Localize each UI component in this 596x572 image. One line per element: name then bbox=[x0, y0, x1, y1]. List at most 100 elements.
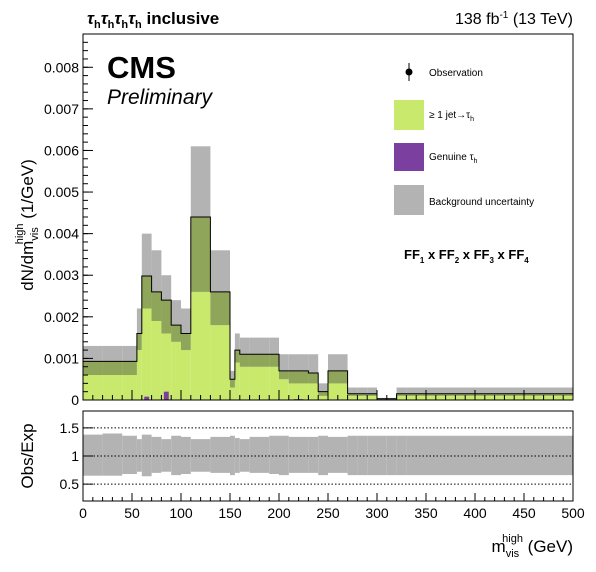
x-tick-label: 100 bbox=[169, 505, 193, 521]
legend-fake-tau: ≥ 1 jet→τh bbox=[394, 100, 474, 130]
fake-tau-bar bbox=[210, 325, 230, 400]
fake-tau-bar bbox=[190, 291, 211, 400]
ratio-uncertainty-bin bbox=[210, 436, 230, 473]
ratio-y-tick-label: 1.5 bbox=[60, 420, 80, 436]
fake-tau-bar-overlap bbox=[406, 393, 426, 396]
legend-observation-label: Observation bbox=[429, 68, 483, 79]
ratio-uncertainty-bin bbox=[347, 435, 358, 476]
legend-uncertainty: Background uncertainty bbox=[394, 185, 534, 215]
fake-tau-bar-overlap bbox=[318, 391, 328, 396]
fake-tau-bar-overlap bbox=[141, 276, 152, 309]
fake-tau-bar-overlap bbox=[426, 393, 475, 396]
x-axis-label: mvishigh (GeV) bbox=[492, 533, 573, 560]
lumi-label: 138 fb-1 (13 TeV) bbox=[455, 10, 573, 28]
ratio-uncertainty-bin bbox=[136, 439, 142, 472]
ratio-uncertainty-bin bbox=[234, 438, 240, 473]
ratio-uncertainty-bin bbox=[151, 436, 162, 473]
fake-tau-bar bbox=[102, 375, 123, 400]
channel-title: τhτhτhτh inclusive bbox=[87, 9, 219, 31]
main-y-tick-label: 0.002 bbox=[44, 309, 79, 325]
uncertainty-band-bin bbox=[234, 333, 240, 363]
fake-tau-bar-overlap bbox=[230, 379, 235, 388]
x-tick-label: 350 bbox=[414, 505, 438, 521]
fake-tau-bar-overlap bbox=[136, 333, 142, 351]
fake-tau-bar-overlap bbox=[171, 325, 181, 342]
ratio-uncertainty-bin bbox=[318, 435, 328, 476]
fake-tau-bar-overlap bbox=[181, 333, 191, 351]
ratio-uncertainty-bin bbox=[190, 439, 211, 472]
main-y-tick-label: 0.007 bbox=[44, 101, 79, 117]
fake-tau-bar-overlap bbox=[524, 393, 573, 396]
main-y-tick-label: 0.004 bbox=[44, 226, 79, 242]
x-tick-label: 200 bbox=[267, 505, 291, 521]
ratio-uncertainty-bin bbox=[141, 434, 152, 477]
ratio-uncertainty-bin bbox=[308, 436, 319, 473]
fake-tau-bar-overlap bbox=[161, 300, 172, 334]
cms-label: CMS bbox=[107, 50, 176, 85]
legend-observation: Observation bbox=[405, 63, 483, 81]
genuine-tau-bar bbox=[144, 396, 150, 400]
ff-label: FF1 x FF2 x FF3 x FF4 bbox=[404, 247, 529, 265]
x-tick-label: 500 bbox=[561, 505, 585, 521]
ratio-uncertainty-bin bbox=[396, 435, 407, 476]
ratio-panel: 0.5 1 1.5 0 50 100 150 200 250 300 350 400 450 500 bbox=[60, 410, 585, 521]
x-tick-label: 400 bbox=[463, 505, 487, 521]
ratio-uncertainty-bin bbox=[239, 439, 250, 472]
legend-uncertainty-label: Background uncertainty bbox=[429, 197, 534, 208]
fake-tau-bar-overlap bbox=[249, 354, 270, 367]
fake-tau-bar bbox=[161, 333, 172, 400]
fake-tau-bar-overlap bbox=[190, 217, 211, 292]
ratio-uncertainty-bin bbox=[171, 435, 181, 476]
ratio-uncertainty-bin bbox=[161, 439, 172, 472]
fake-tau-bar-overlap bbox=[234, 350, 240, 363]
main-y-tick-label: 0 bbox=[71, 392, 79, 408]
x-tick-label: 0 bbox=[79, 505, 87, 521]
uncertainty-band-bin bbox=[141, 233, 152, 309]
fake-tau-bar bbox=[475, 395, 524, 400]
fake-tau-bar-overlap bbox=[239, 354, 250, 367]
fake-tau-bar-overlap bbox=[347, 393, 358, 396]
fake-tau-bar bbox=[83, 375, 103, 400]
legend-genuine-tau: Genuine τh bbox=[394, 143, 478, 171]
uncertainty-band-bin bbox=[318, 383, 328, 396]
fake-tau-bar-overlap bbox=[308, 372, 319, 384]
ratio-uncertainty-bin bbox=[377, 435, 387, 476]
fake-tau-bar bbox=[279, 379, 289, 400]
uncertainty-band-bin bbox=[171, 300, 181, 342]
ratio-uncertainty-bin bbox=[288, 436, 309, 473]
main-y-tick-label: 0.006 bbox=[44, 142, 79, 158]
main-panel: 0 0.001 0.002 0.003 0.004 0.005 0.006 0.007 0.00… bbox=[44, 33, 574, 408]
uncertainty-band-bin bbox=[279, 354, 289, 380]
ratio-uncertainty-bin bbox=[230, 435, 235, 476]
uncertainty-band-bin bbox=[239, 337, 250, 367]
fake-tau-bar bbox=[357, 395, 368, 400]
fake-tau-bar-overlap bbox=[357, 393, 368, 396]
fake-tau-bar bbox=[524, 395, 573, 400]
x-tick-label: 450 bbox=[512, 505, 536, 521]
uncertainty-band-bin bbox=[136, 308, 142, 351]
fake-tau-bar bbox=[239, 366, 250, 400]
ratio-uncertainty-bin bbox=[181, 436, 191, 474]
x-tick-label: 50 bbox=[124, 505, 140, 521]
fake-tau-bar bbox=[249, 366, 270, 400]
main-y-tick-label: 0.003 bbox=[44, 267, 79, 283]
genuine-tau-bar bbox=[163, 391, 169, 400]
fake-tau-bar bbox=[318, 395, 328, 400]
legend-genuine-tau-label: Genuine τh bbox=[429, 152, 478, 165]
uncertainty-band-bin bbox=[357, 387, 368, 396]
ratio-uncertainty-bin bbox=[269, 435, 279, 474]
ratio-uncertainty-bin bbox=[83, 434, 103, 476]
ratio-uncertainty-bin bbox=[102, 433, 123, 476]
ratio-uncertainty-bin bbox=[328, 436, 348, 473]
fake-tau-bar-overlap bbox=[210, 291, 230, 326]
fake-tau-bar-overlap bbox=[367, 393, 377, 396]
fake-tau-bar-overlap bbox=[328, 370, 348, 384]
legend: Observation ≥ 1 jet→τh Genuine τh Backgr… bbox=[394, 63, 534, 215]
uncertainty-band-bin bbox=[396, 387, 407, 396]
fake-tau-bar bbox=[181, 350, 191, 400]
fake-tau-bar bbox=[234, 362, 240, 400]
legend-fake-tau-label: ≥ 1 jet→τh bbox=[429, 110, 474, 123]
x-tick-label: 150 bbox=[218, 505, 242, 521]
ratio-uncertainty-bin bbox=[279, 435, 289, 476]
fake-tau-bar-overlap bbox=[102, 361, 123, 376]
